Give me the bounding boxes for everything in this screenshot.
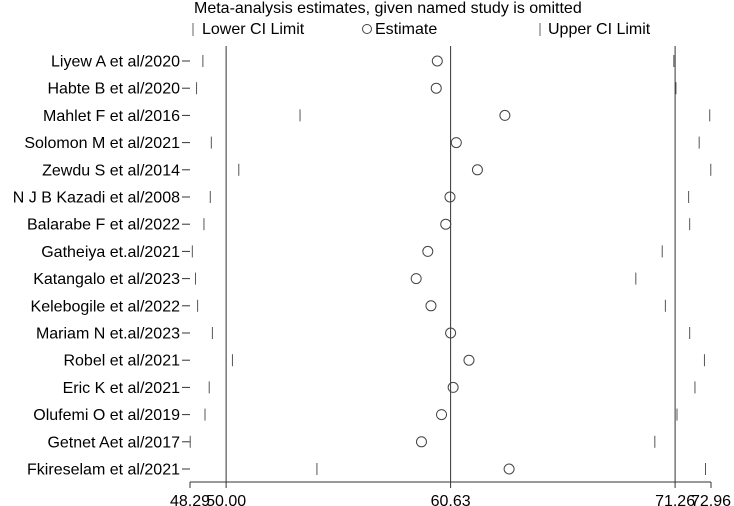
estimate-point	[430, 82, 442, 94]
study-label: Gatheiya et.al/2021	[41, 244, 180, 261]
study-label: Liyew A et al/2020	[51, 54, 180, 71]
study-label: Solomon M et al/2021	[24, 135, 180, 152]
x-tick-label: 48.29	[170, 493, 210, 506]
study-label: Kelebogile et al/2022	[31, 298, 181, 315]
estimate-point	[436, 409, 448, 421]
study-label: Zewdu S et al/2014	[42, 162, 180, 179]
study-label: Habte B et al/2020	[47, 81, 180, 98]
study-label: Mariam N et.al/2023	[36, 326, 180, 343]
estimate-point	[422, 245, 434, 257]
study-label: Fkireselam et al/2021	[27, 462, 180, 479]
x-tick-label: 60.63	[431, 493, 471, 506]
estimate-point	[499, 109, 511, 121]
study-label: Balarabe F et al/2022	[27, 217, 180, 234]
legend-upper-ci-label: Upper CI Limit	[548, 21, 651, 38]
estimate-point	[447, 381, 459, 393]
estimate-point	[431, 55, 443, 67]
estimate-point	[444, 191, 456, 203]
x-tick-label: 71.26	[655, 493, 695, 506]
estimate-point	[450, 137, 462, 149]
estimate-point	[410, 273, 422, 285]
study-label: Eric K et al/2021	[63, 380, 181, 397]
estimate-point	[445, 327, 457, 339]
study-label: Mahlet F et al/2016	[43, 108, 180, 125]
legend-lower-ci-label: Lower CI Limit	[202, 21, 305, 38]
study-label: N J B Kazadi et al/2008	[13, 190, 180, 207]
x-tick-label: 72.96	[691, 493, 731, 506]
estimate-point	[425, 300, 437, 312]
estimate-point	[440, 218, 452, 230]
estimate-point	[471, 164, 483, 176]
estimate-point	[503, 463, 515, 475]
legend: Lower CI Limit Estimate Upper CI Limit	[192, 21, 651, 38]
chart-title: Meta-analysis estimates, given named stu…	[194, 0, 582, 17]
estimate-point	[415, 436, 427, 448]
x-tick-label: 50.00	[206, 493, 246, 506]
study-label: Katangalo et al/2023	[33, 271, 180, 288]
legend-estimate-label: Estimate	[375, 21, 437, 38]
study-label: Getnet Aet al/2017	[47, 434, 180, 451]
estimate-point	[463, 354, 475, 366]
study-label: Olufemi O et al/2019	[33, 407, 180, 424]
legend-estimate-symbol	[362, 24, 372, 34]
study-label: Robel et al/2021	[63, 353, 180, 370]
